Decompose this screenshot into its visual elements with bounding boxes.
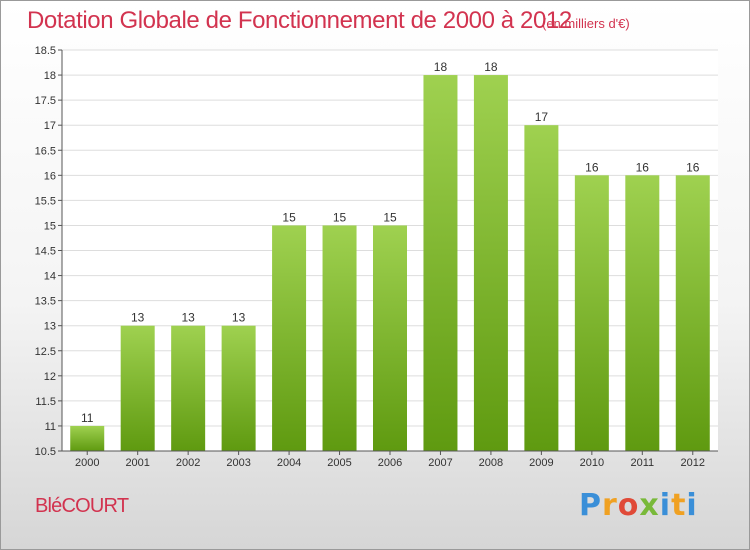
x-tick-label-2001: 2001 bbox=[125, 457, 149, 469]
y-tick-label: 14.5 bbox=[35, 246, 56, 258]
bar-2011 bbox=[625, 175, 660, 451]
data-label-2003: 13 bbox=[232, 311, 246, 325]
x-axis-ticks: 2000 2001 2002 2003 2004 2005 2006 2007 2008 2009… bbox=[75, 451, 705, 469]
data-label-2009: 17 bbox=[535, 110, 549, 124]
data-label-2004: 15 bbox=[282, 210, 296, 224]
x-tick-label-2007: 2007 bbox=[428, 457, 452, 469]
bar-2005 bbox=[322, 225, 357, 451]
bar-2006 bbox=[373, 225, 407, 451]
x-tick-label-2009: 2009 bbox=[529, 457, 553, 469]
x-tick-label-2003: 2003 bbox=[226, 457, 250, 469]
x-tick-label-2006: 2006 bbox=[378, 457, 402, 469]
y-tick-label: 12.5 bbox=[35, 346, 56, 358]
bar-2004 bbox=[272, 225, 307, 451]
y-tick-label: 18.5 bbox=[35, 45, 56, 57]
data-label-2005: 15 bbox=[333, 210, 347, 224]
y-tick-label: 12 bbox=[44, 371, 56, 383]
place-name: BléCOURT bbox=[35, 495, 129, 517]
y-tick-label: 15.5 bbox=[35, 195, 56, 207]
x-tick-label-2000: 2000 bbox=[75, 457, 99, 469]
data-label-2010: 16 bbox=[585, 160, 599, 174]
y-tick-label: 13.5 bbox=[35, 296, 56, 308]
y-tick-label: 13 bbox=[44, 321, 56, 333]
x-tick-label-2005: 2005 bbox=[327, 457, 351, 469]
data-label-2006: 15 bbox=[383, 210, 397, 224]
data-label-2007: 18 bbox=[434, 60, 448, 74]
bar-2002 bbox=[171, 325, 206, 451]
bar-2012 bbox=[675, 175, 710, 451]
y-tick-label: 11 bbox=[45, 421, 56, 433]
bar-2009 bbox=[524, 125, 559, 451]
x-tick-label-2008: 2008 bbox=[479, 457, 503, 469]
y-tick-label: 16 bbox=[44, 170, 56, 182]
y-tick-label: 15 bbox=[44, 220, 56, 232]
bar-2010 bbox=[574, 175, 609, 451]
data-label-2012: 16 bbox=[686, 160, 700, 174]
x-tick-label-2004: 2004 bbox=[277, 457, 301, 469]
chart-unit: (en milliers d'€) bbox=[542, 16, 630, 31]
bars bbox=[70, 75, 710, 451]
data-label-2008: 18 bbox=[484, 60, 498, 74]
bar-2008 bbox=[473, 75, 508, 451]
data-label-2011: 16 bbox=[636, 160, 650, 174]
y-tick-label: 10.5 bbox=[35, 446, 56, 458]
bar-2001 bbox=[120, 325, 155, 451]
y-tick-label: 11.5 bbox=[35, 396, 56, 408]
data-label-2002: 13 bbox=[181, 311, 195, 325]
data-labels: 11 13 13 13 15 15 15 18 18 17 16 16 16 bbox=[81, 60, 700, 425]
proxiti-logo: Proxiti bbox=[579, 488, 698, 523]
data-label-2001: 13 bbox=[131, 311, 145, 325]
bar-2007 bbox=[423, 75, 458, 451]
x-tick-label-2012: 2012 bbox=[681, 457, 705, 469]
y-tick-label: 16.5 bbox=[35, 145, 56, 157]
y-tick-label: 18 bbox=[44, 70, 56, 82]
data-label-2000: 11 bbox=[81, 411, 94, 425]
chart-title: Dotation Globale de Fonctionnement de 20… bbox=[27, 7, 572, 34]
x-tick-label-2010: 2010 bbox=[580, 457, 604, 469]
bar-2003 bbox=[221, 325, 256, 451]
x-tick-label-2011: 2011 bbox=[630, 457, 654, 469]
y-tick-label: 17 bbox=[44, 120, 56, 132]
y-axis-ticks: 10.5 11 11.5 12 12.5 13 13.5 14 14.5 15 15.5 16 16.5… bbox=[35, 45, 62, 458]
x-tick-label-2002: 2002 bbox=[176, 457, 200, 469]
y-tick-label: 14 bbox=[44, 271, 56, 283]
y-tick-label: 17.5 bbox=[35, 95, 56, 107]
bar-2000 bbox=[70, 425, 105, 451]
